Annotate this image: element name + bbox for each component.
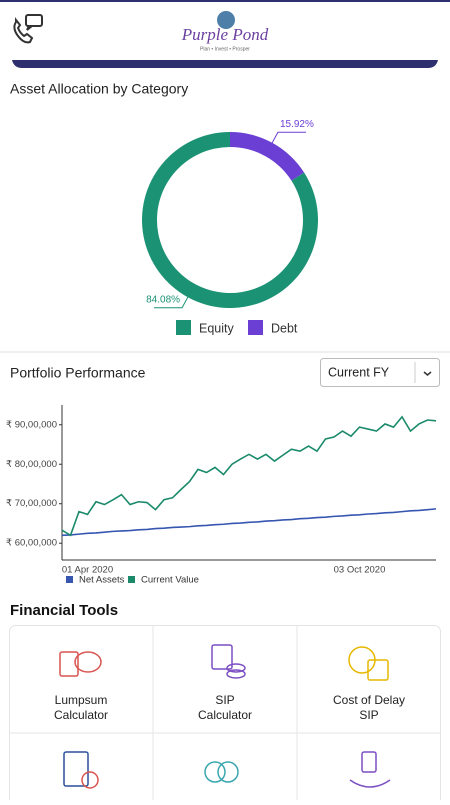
- line-chart: ₹ 60,00,000 ₹ 70,00,000 ₹ 80,00,000 ₹ 90,00…: [6, 405, 437, 586]
- legend-label: Debt: [271, 321, 298, 335]
- y-tick-label: ₹ 70,00,000: [6, 498, 57, 509]
- tagline: Plan • Invest • Prosper: [200, 46, 250, 52]
- donut-chart: 84.08% Equity 15.92% Debt: [141, 119, 318, 335]
- lumpsum-icon: [59, 651, 102, 677]
- tool-label: Calculator: [54, 708, 108, 722]
- section-title: Portfolio Performance: [10, 365, 146, 381]
- legend-label: Equity: [199, 321, 234, 335]
- tools-grid: [9, 625, 441, 805]
- y-tick-label: ₹ 80,00,000: [6, 459, 57, 470]
- tool-label: SIP: [359, 708, 378, 722]
- section-title: Asset Allocation by Category: [10, 81, 188, 97]
- y-tick-label: ₹ 60,00,000: [6, 538, 57, 549]
- legend-label: Net Assets: [79, 575, 125, 586]
- legend-swatch: [66, 576, 73, 583]
- section-title: Financial Tools: [10, 602, 118, 619]
- logo-mark: [217, 11, 235, 29]
- data-label: 84.08%: [146, 294, 180, 305]
- cost-of-delay-icon: [348, 646, 389, 681]
- legend-swatch: [176, 320, 191, 335]
- series-line: [61, 415, 437, 537]
- series-line: [61, 508, 437, 537]
- x-tick-label: 03 Oct 2020: [334, 565, 386, 576]
- dropdown-value: Current FY: [328, 365, 390, 379]
- tool-icon: [63, 751, 99, 789]
- contact-icon[interactable]: [13, 14, 43, 44]
- sip-icon: [211, 644, 246, 679]
- legend-label: Current Value: [141, 575, 199, 586]
- y-tick-label: ₹ 90,00,000: [6, 419, 57, 430]
- period-dropdown[interactable]: Current FY: [320, 358, 440, 387]
- tool-label: Cost of Delay: [333, 693, 405, 707]
- tool-label: SIP: [215, 693, 234, 707]
- tool-label: Lumpsum: [55, 693, 108, 707]
- pie-slice: [230, 132, 305, 181]
- tool-label: Calculator: [198, 708, 252, 722]
- nav-band: [12, 60, 438, 68]
- x-tick-label: 01 Apr 2020: [62, 565, 113, 576]
- label-leader: [269, 131, 306, 147]
- logo: Purple Pond: [181, 25, 269, 44]
- data-label: 15.92%: [280, 119, 314, 130]
- tool-icon: [349, 751, 391, 788]
- label-leader: [154, 293, 191, 309]
- header: [0, 0, 450, 60]
- legend-swatch: [128, 576, 135, 583]
- legend-swatch: [248, 320, 263, 335]
- tool-icon: [204, 761, 239, 783]
